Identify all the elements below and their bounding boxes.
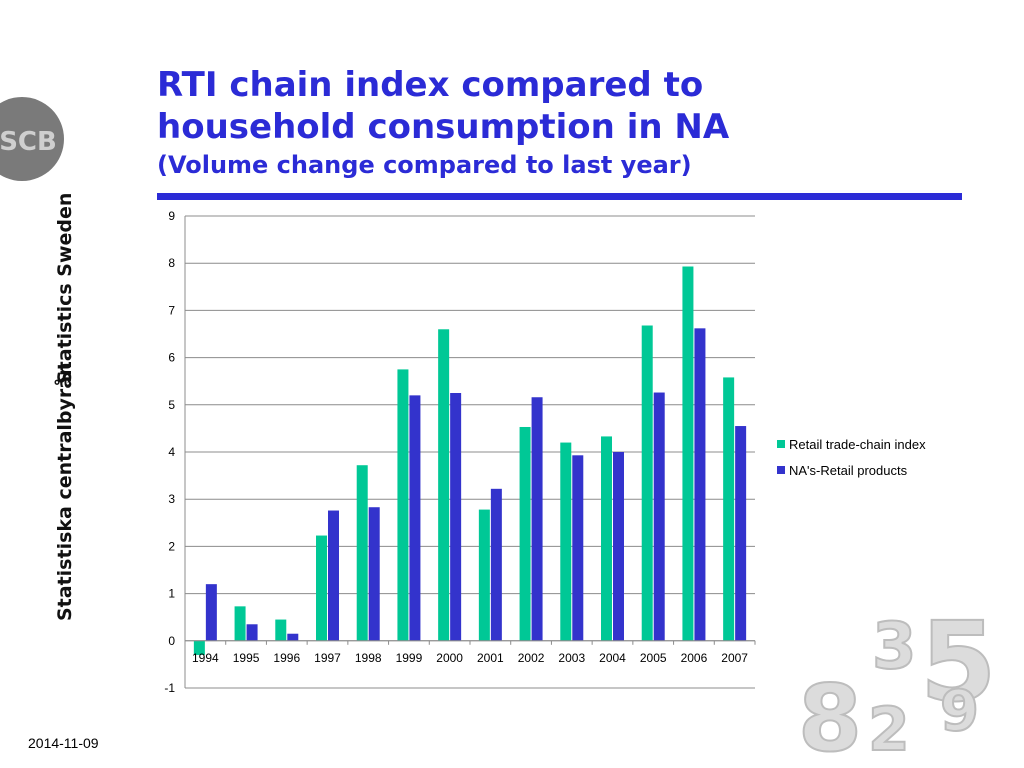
x-tick-label: 2007 — [721, 651, 748, 665]
bar-na — [287, 633, 299, 641]
y-tick-label: 4 — [168, 445, 175, 459]
legend-item-na: NA's-Retail products — [777, 457, 926, 483]
x-tick-label: 2002 — [518, 651, 545, 665]
org-english-label: Statistics Sweden — [54, 192, 76, 384]
x-tick-label: 1994 — [192, 651, 219, 665]
slide-subtitle: (Volume change compared to last year) — [157, 151, 692, 179]
bar-retail — [519, 426, 531, 641]
bar-na — [735, 426, 747, 641]
bar-na — [613, 452, 624, 641]
bar-retail — [275, 619, 287, 641]
bar-retail — [682, 266, 694, 641]
title-line-2: household consumption in NA — [157, 107, 730, 147]
bar-na — [694, 328, 706, 641]
bar-na — [490, 488, 502, 641]
bar-retail — [234, 606, 246, 641]
y-tick-label: 5 — [168, 398, 175, 412]
x-tick-label: 2003 — [558, 651, 585, 665]
bar-retail — [560, 442, 572, 641]
deco-digit-2: 2 — [868, 695, 910, 765]
x-tick-label: 2000 — [436, 651, 463, 665]
slide-title: RTI chain index compared to household co… — [157, 64, 977, 180]
bar-retail — [641, 325, 653, 641]
bar-retail — [478, 509, 490, 641]
deco-digit-9: 9 — [940, 679, 979, 744]
x-tick-label: 1995 — [233, 651, 260, 665]
bar-na — [246, 624, 258, 641]
bar-na — [328, 510, 339, 641]
legend-label-na: NA's-Retail products — [789, 462, 908, 478]
bar-na — [572, 455, 584, 641]
title-line-1: RTI chain index compared to — [157, 65, 704, 105]
bar-na — [450, 393, 462, 641]
y-tick-label: 0 — [168, 634, 175, 648]
y-tick-label: 6 — [168, 351, 175, 365]
bar-na — [653, 392, 665, 641]
y-tick-label: -1 — [164, 681, 175, 695]
bar-retail — [193, 640, 205, 655]
deco-digit-5: 5 — [920, 598, 997, 726]
y-tick-label: 1 — [168, 587, 175, 601]
bar-retail — [397, 369, 409, 641]
x-tick-label: 2001 — [477, 651, 504, 665]
bar-na — [531, 397, 543, 641]
bar-chart: -1 0 1 2 3 4 5 6 7 8 9 1994 1995 1996 1997 1998 1999 2000… — [164, 209, 756, 695]
legend-item-retail: Retail trade-chain index — [777, 431, 926, 457]
decorative-numbers: 8 3 5 2 9 — [797, 597, 998, 768]
x-tick-label: 1998 — [355, 651, 382, 665]
x-tick-label: 1996 — [273, 651, 300, 665]
bar-retail — [356, 465, 368, 641]
bar-retail — [723, 377, 735, 641]
y-tick-label: 2 — [168, 539, 175, 553]
scb-logo: SCB — [0, 97, 64, 181]
bar-retail — [316, 535, 327, 641]
logo-text: SCB — [0, 127, 57, 157]
bar-na — [205, 584, 217, 641]
org-swedish-label: Statistiska centralbyrån — [54, 362, 76, 621]
bar-retail — [438, 329, 450, 641]
y-tick-label: 8 — [168, 256, 175, 270]
x-tick-label: 2006 — [681, 651, 708, 665]
title-rule — [157, 193, 962, 200]
bar-na — [409, 395, 421, 641]
x-tick-label: 1999 — [396, 651, 423, 665]
x-tick-label: 2005 — [640, 651, 667, 665]
legend-label-retail: Retail trade-chain index — [789, 436, 926, 452]
y-tick-label: 3 — [168, 492, 175, 506]
x-tick-label: 1997 — [314, 651, 341, 665]
x-tick-label: 2004 — [599, 651, 626, 665]
chart-legend: Retail trade-chain index NA's-Retail pro… — [777, 431, 926, 483]
legend-swatch-retail — [777, 440, 785, 448]
bar-na — [368, 507, 380, 641]
bar-retail — [601, 436, 612, 641]
deco-digit-3: 3 — [872, 610, 917, 684]
deco-digit-8: 8 — [798, 665, 862, 768]
y-tick-label: 9 — [168, 209, 175, 223]
slide-date: 2014-11-09 — [28, 735, 99, 751]
y-tick-label: 7 — [168, 303, 175, 317]
legend-swatch-na — [777, 466, 785, 474]
